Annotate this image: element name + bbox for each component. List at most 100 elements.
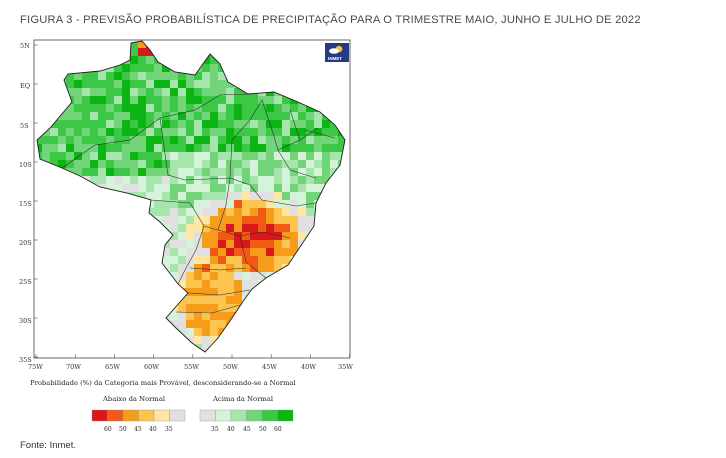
grid-cell bbox=[178, 224, 187, 233]
lon-label-35w: 35W bbox=[338, 363, 353, 371]
grid-cell bbox=[290, 152, 299, 161]
lat-label-15s: 15S bbox=[19, 200, 32, 208]
grid-cell bbox=[314, 152, 323, 161]
grid-cell bbox=[218, 80, 227, 89]
grid-cell bbox=[306, 104, 315, 113]
grid-cell bbox=[242, 240, 251, 249]
grid-cell bbox=[298, 104, 307, 113]
grid-cell bbox=[218, 304, 227, 313]
grid-cell bbox=[274, 160, 283, 169]
grid-cell bbox=[282, 112, 291, 121]
grid-cell bbox=[162, 152, 171, 161]
lon-label-50w: 50W bbox=[223, 363, 238, 371]
grid-cell bbox=[226, 160, 235, 169]
grid-cell bbox=[58, 112, 67, 121]
grid-cell bbox=[210, 200, 219, 209]
grid-cell bbox=[250, 96, 259, 105]
grid-cell bbox=[226, 144, 235, 153]
grid-cell bbox=[130, 152, 139, 161]
grid-cell bbox=[218, 248, 227, 257]
grid-cell bbox=[186, 152, 195, 161]
grid-cell bbox=[154, 208, 163, 217]
grid-cell bbox=[250, 144, 259, 153]
grid-cell bbox=[282, 208, 291, 217]
grid-cell bbox=[130, 160, 139, 169]
grid-cell bbox=[170, 112, 179, 121]
grid-cell bbox=[170, 168, 179, 177]
state-borders bbox=[61, 93, 336, 314]
grid-cell bbox=[154, 200, 163, 209]
grid-cell bbox=[274, 120, 283, 129]
grid-cell bbox=[130, 41, 139, 49]
grid-cell bbox=[290, 144, 299, 153]
grid-cell bbox=[226, 288, 235, 297]
grid-cell bbox=[146, 112, 155, 121]
grid-cell bbox=[218, 224, 227, 233]
legend-swatch bbox=[107, 409, 124, 422]
grid-cell bbox=[82, 136, 91, 145]
grid-cell bbox=[138, 136, 147, 145]
grid-cell bbox=[170, 104, 179, 113]
grid-cell bbox=[98, 144, 107, 153]
legend-swatch bbox=[169, 409, 186, 422]
grid-cell bbox=[37, 136, 43, 145]
grid-cell bbox=[194, 256, 203, 265]
grid-cell bbox=[178, 176, 187, 185]
grid-cell bbox=[186, 272, 195, 281]
legend-swatch bbox=[277, 409, 294, 422]
grid-cell bbox=[210, 136, 219, 145]
grid-cell bbox=[130, 176, 139, 185]
grid-cell bbox=[202, 120, 211, 129]
source-note: Fonte: Inmet. bbox=[20, 440, 76, 451]
grid-cell bbox=[258, 248, 267, 257]
grid-cell bbox=[306, 144, 315, 153]
grid-cell bbox=[210, 328, 219, 337]
grid-cell bbox=[154, 112, 163, 121]
grid-cell bbox=[298, 120, 307, 129]
grid-cell bbox=[194, 184, 203, 193]
grid-cell bbox=[202, 304, 211, 313]
grid-cell bbox=[218, 184, 227, 193]
grid-cell bbox=[138, 104, 147, 113]
grid-cell bbox=[170, 216, 179, 225]
grid-cell bbox=[242, 168, 251, 177]
grid-cell bbox=[74, 96, 83, 105]
grid-cell bbox=[194, 224, 203, 233]
grid-cell bbox=[202, 144, 211, 153]
grid-cell bbox=[306, 120, 315, 129]
grid-cell bbox=[170, 152, 179, 161]
grid-cell bbox=[138, 176, 147, 185]
grid-cell bbox=[162, 144, 171, 153]
grid-cell bbox=[194, 312, 203, 321]
grid-cell bbox=[98, 176, 107, 185]
grid-cell bbox=[66, 120, 75, 129]
grid-cell bbox=[234, 152, 243, 161]
legend-above-label: 60 bbox=[274, 426, 282, 433]
grid-cell bbox=[50, 152, 59, 161]
grid-cell bbox=[82, 80, 91, 89]
grid-cell bbox=[298, 184, 307, 193]
grid-cell bbox=[210, 272, 219, 281]
grid-cell bbox=[234, 232, 243, 241]
grid-cell bbox=[98, 112, 107, 121]
grid-cell bbox=[186, 144, 195, 153]
grid-cell bbox=[194, 288, 203, 297]
grid-cell bbox=[106, 184, 115, 193]
grid-cell bbox=[186, 112, 195, 121]
grid-cell bbox=[90, 104, 99, 113]
grid-cell bbox=[202, 200, 211, 209]
legend-below-labels: 60 50 45 40 35 bbox=[104, 426, 173, 433]
grid-cell bbox=[210, 208, 219, 217]
grid-cell bbox=[266, 104, 275, 113]
grid-cell bbox=[146, 176, 155, 185]
grid-cell bbox=[218, 216, 227, 225]
grid-cell bbox=[306, 184, 315, 193]
grid-cell bbox=[122, 144, 131, 153]
grid-cell bbox=[154, 128, 163, 137]
grid-cell bbox=[178, 304, 187, 313]
grid-cell bbox=[106, 112, 115, 121]
grid-cell bbox=[218, 200, 227, 209]
grid-cell bbox=[266, 208, 275, 217]
grid-cell bbox=[138, 48, 147, 57]
grid-cell bbox=[234, 96, 243, 105]
